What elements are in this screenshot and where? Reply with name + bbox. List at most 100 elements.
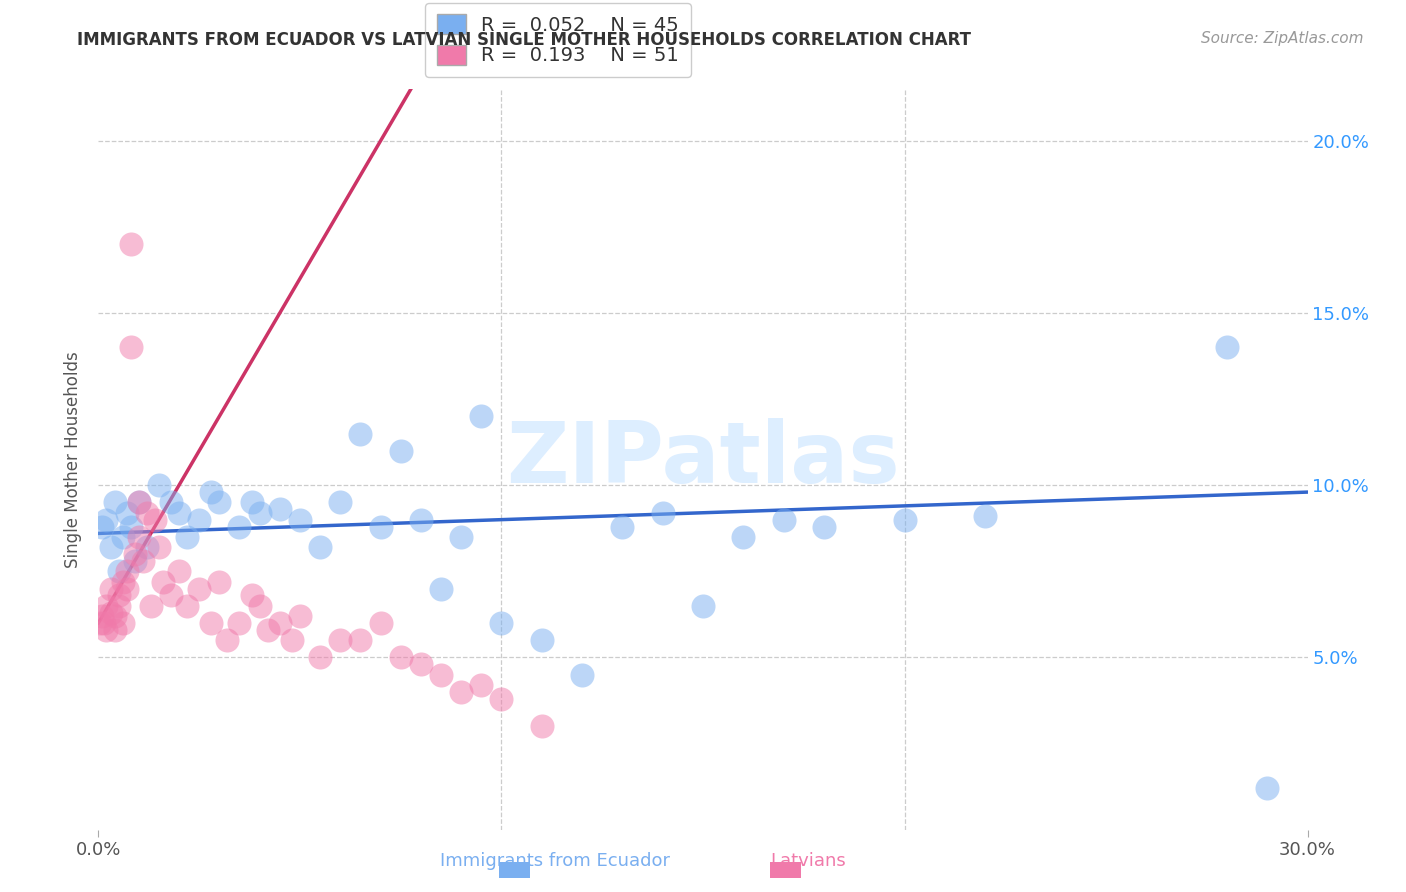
Point [128,495,150,509]
Point [281,633,304,648]
Point [409,657,432,672]
Point [111,530,134,544]
Point [120,237,142,252]
Point [115,506,138,520]
Point [249,599,271,613]
Point [530,633,553,648]
Point [349,426,371,441]
Point [530,719,553,733]
Point [115,582,138,596]
Point [100,606,122,620]
Point [430,582,453,596]
Point [370,519,392,533]
Point [167,506,190,520]
Point [135,540,157,554]
Point [240,495,263,509]
Point [571,667,593,681]
Point [329,633,352,648]
Point [228,615,250,630]
Point [96,513,118,527]
Point [152,574,174,589]
Point [409,513,432,527]
Point [370,615,392,630]
Point [491,691,513,706]
Point [160,588,183,602]
Point [103,623,125,637]
Point [349,633,371,648]
Point [200,485,222,500]
Point [176,530,198,544]
Point [103,609,125,624]
Text: IMMIGRANTS FROM ECUADOR VS LATVIAN SINGLE MOTHER HOUSEHOLDS CORRELATION CHART: IMMIGRANTS FROM ECUADOR VS LATVIAN SINGL… [77,31,972,49]
Point [772,513,794,527]
Point [612,519,634,533]
Point [128,530,150,544]
Point [450,685,472,699]
Point [107,599,129,613]
Legend: R =  0.052    N = 45, R =  0.193    N = 51: R = 0.052 N = 45, R = 0.193 N = 51 [425,3,690,77]
Point [389,443,412,458]
Point [389,650,412,665]
Point [176,599,198,613]
Point [813,519,835,533]
Point [148,478,170,492]
Point [491,615,513,630]
Point [249,506,271,520]
Point [309,540,332,554]
Point [89,615,111,630]
Point [1216,341,1239,355]
Point [893,513,915,527]
Point [160,495,183,509]
Point [309,650,332,665]
Point [288,609,311,624]
Point [107,588,129,602]
Point [450,530,472,544]
Point [143,513,166,527]
Point [288,513,311,527]
Point [651,506,673,520]
Point [100,582,122,596]
Point [111,574,134,589]
Text: Immigrants from Ecuador: Immigrants from Ecuador [440,852,671,870]
Point [470,678,492,692]
Point [111,615,134,630]
Point [167,564,190,578]
Point [93,615,115,630]
Point [120,341,142,355]
Point [269,615,291,630]
Point [103,495,125,509]
Point [256,623,278,637]
Point [1256,781,1278,796]
Point [240,588,263,602]
Point [228,519,250,533]
Text: Source: ZipAtlas.com: Source: ZipAtlas.com [1201,31,1364,46]
Point [120,519,142,533]
Text: Latvians: Latvians [770,852,846,870]
Point [135,506,157,520]
Point [470,409,492,424]
Point [96,599,118,613]
Point [139,599,162,613]
Point [128,495,150,509]
Point [91,519,114,533]
Point [430,667,453,681]
Point [200,615,222,630]
Text: ZIPatlas: ZIPatlas [506,417,900,501]
Point [115,564,138,578]
Point [100,540,122,554]
Point [692,599,714,613]
Point [329,495,352,509]
Point [217,633,239,648]
Point [124,554,146,568]
Point [91,609,114,624]
Point [974,509,997,524]
Point [107,564,129,578]
Point [208,495,231,509]
Point [188,513,211,527]
Point [132,554,155,568]
Point [269,502,291,516]
Y-axis label: Single Mother Households: Single Mother Households [65,351,83,567]
Point [188,582,211,596]
Point [733,530,755,544]
Point [96,623,118,637]
